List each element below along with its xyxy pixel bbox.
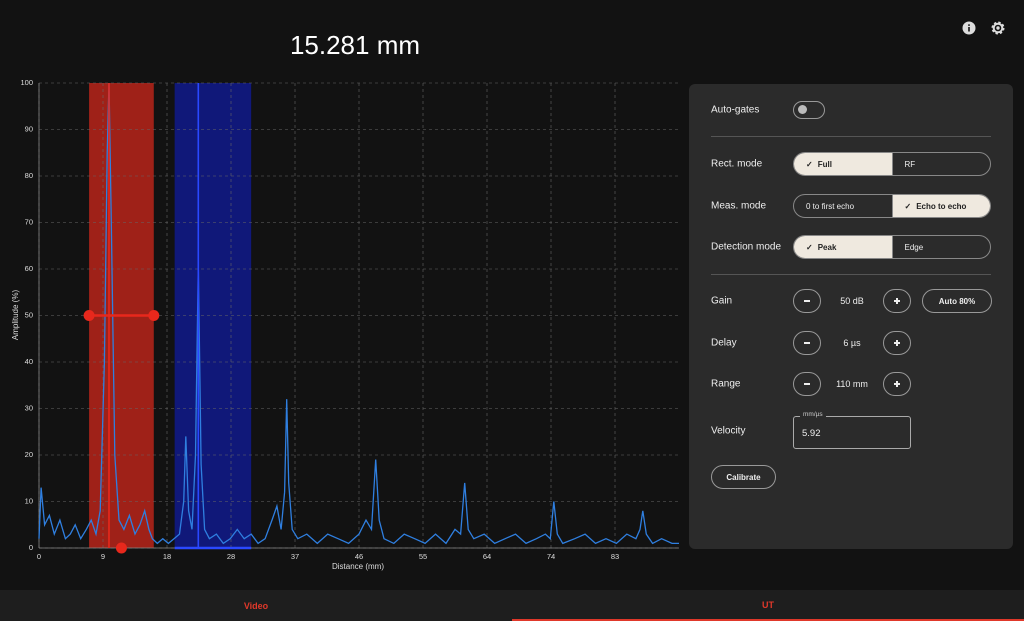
y-tick-label: 0 (29, 543, 33, 552)
gate-handle[interactable] (115, 542, 127, 554)
control-label: Delay (711, 337, 737, 349)
segmented-control: ✓ Full RF (793, 152, 991, 176)
input-unit: mm/µs (800, 411, 826, 418)
y-tick-label: 30 (25, 403, 33, 412)
segment-option[interactable]: 0 to first echo (794, 195, 892, 217)
tab-bar: Video UT (0, 590, 1024, 621)
velocity-input[interactable]: mm/µs 5.92 (793, 411, 911, 449)
plus-icon (896, 297, 898, 304)
calibrate-button[interactable]: Calibrate (711, 465, 776, 489)
plus-button[interactable] (883, 331, 911, 355)
toggle[interactable] (793, 101, 825, 119)
divider (711, 274, 991, 275)
x-axis-label: Distance (mm) (332, 562, 384, 571)
plus-button[interactable] (883, 289, 911, 313)
measurement: 15.281 mm (289, 30, 421, 60)
stepper-value: 6 µs (843, 338, 861, 348)
control-label: Rect. mode (711, 158, 763, 170)
x-tick-label: 37 (291, 552, 299, 561)
segmented-control: 0 to first echo ✓ Echo to echo (793, 194, 991, 218)
x-tick-label: 18 (163, 552, 171, 561)
option-text: Echo to echo (916, 201, 967, 211)
check-icon: ✓ (806, 159, 813, 169)
gate-handle[interactable] (83, 310, 95, 321)
plus-icon (896, 339, 898, 346)
tab[interactable]: Video (243, 600, 269, 611)
segmented-control: ✓ Peak Edge (793, 235, 991, 259)
x-tick-label: 74 (547, 552, 555, 561)
option-text: Peak (817, 242, 837, 252)
y-tick-label: 70 (25, 217, 33, 226)
toolbar (962, 21, 1005, 35)
segment-option[interactable]: ✓ Echo to echo (891, 195, 990, 217)
y-tick-label: 40 (25, 357, 33, 366)
x-tick-label: 83 (611, 552, 619, 561)
option-text: Edge (904, 242, 924, 252)
minus-icon (804, 383, 810, 385)
y-tick-label: 60 (25, 264, 33, 273)
segment-option[interactable]: RF (891, 153, 991, 175)
toggle-knob (798, 105, 807, 114)
y-tick-label: 20 (25, 450, 33, 459)
plus-button[interactable] (883, 372, 911, 396)
chart: 0 10 20 30 40 50 60 70 80 90 100 0 9 18 28 37 46 55 64 74 83… (11, 78, 679, 571)
minus-icon (804, 342, 810, 344)
settings-button[interactable] (991, 21, 1005, 35)
check-icon: ✓ (904, 201, 912, 211)
segment-option[interactable]: ✓ Full (794, 153, 892, 175)
y-tick-label: 90 (25, 124, 33, 133)
stepper-value: 50 dB (840, 296, 864, 306)
control-label: Gain (711, 295, 733, 307)
waveform (38, 82, 679, 545)
x-tick-label: 9 (101, 552, 105, 561)
control-label: Meas. mode (711, 200, 767, 212)
x-tick-label: 0 (37, 552, 41, 561)
control-label: Detection mode (711, 241, 782, 253)
control-label: Velocity (711, 425, 746, 437)
x-tick-label: 55 (419, 552, 427, 561)
x-tick-label: 64 (483, 552, 491, 561)
y-axis-label: Amplitude (%) (11, 290, 20, 341)
settings-panel: Auto-gates Rect. mode ✓ Full RF Meas. mode 0 t… (689, 84, 1013, 549)
tab[interactable]: UT (512, 590, 1024, 621)
minus-button[interactable] (793, 372, 821, 396)
option-text: Full (817, 159, 832, 169)
control-label: Auto-gates (711, 104, 760, 116)
divider (711, 136, 991, 137)
option-text: RF (904, 159, 916, 169)
y-tick-label: 80 (25, 171, 33, 180)
gate-handle[interactable] (148, 310, 160, 321)
x-tick-label: 46 (355, 552, 363, 561)
input-value: 5.92 (802, 428, 821, 439)
segment-option[interactable]: Edge (891, 236, 991, 258)
auto-gain-button[interactable]: Auto 80% (922, 289, 992, 313)
y-tick-label: 50 (25, 310, 33, 319)
check-icon: ✓ (806, 242, 813, 252)
y-tick-label: 100 (20, 78, 33, 87)
stepper-value: 110 mm (836, 379, 868, 389)
segment-option[interactable]: ✓ Peak (794, 236, 892, 258)
minus-button[interactable] (793, 289, 821, 313)
minus-icon (804, 300, 810, 302)
plus-icon (896, 380, 898, 387)
option-text: 0 to first echo (806, 201, 855, 211)
y-tick-label: 10 (25, 496, 33, 505)
info-button[interactable] (962, 21, 976, 35)
control-label: Range (711, 378, 741, 390)
x-tick-label: 28 (227, 552, 235, 561)
minus-button[interactable] (793, 331, 821, 355)
